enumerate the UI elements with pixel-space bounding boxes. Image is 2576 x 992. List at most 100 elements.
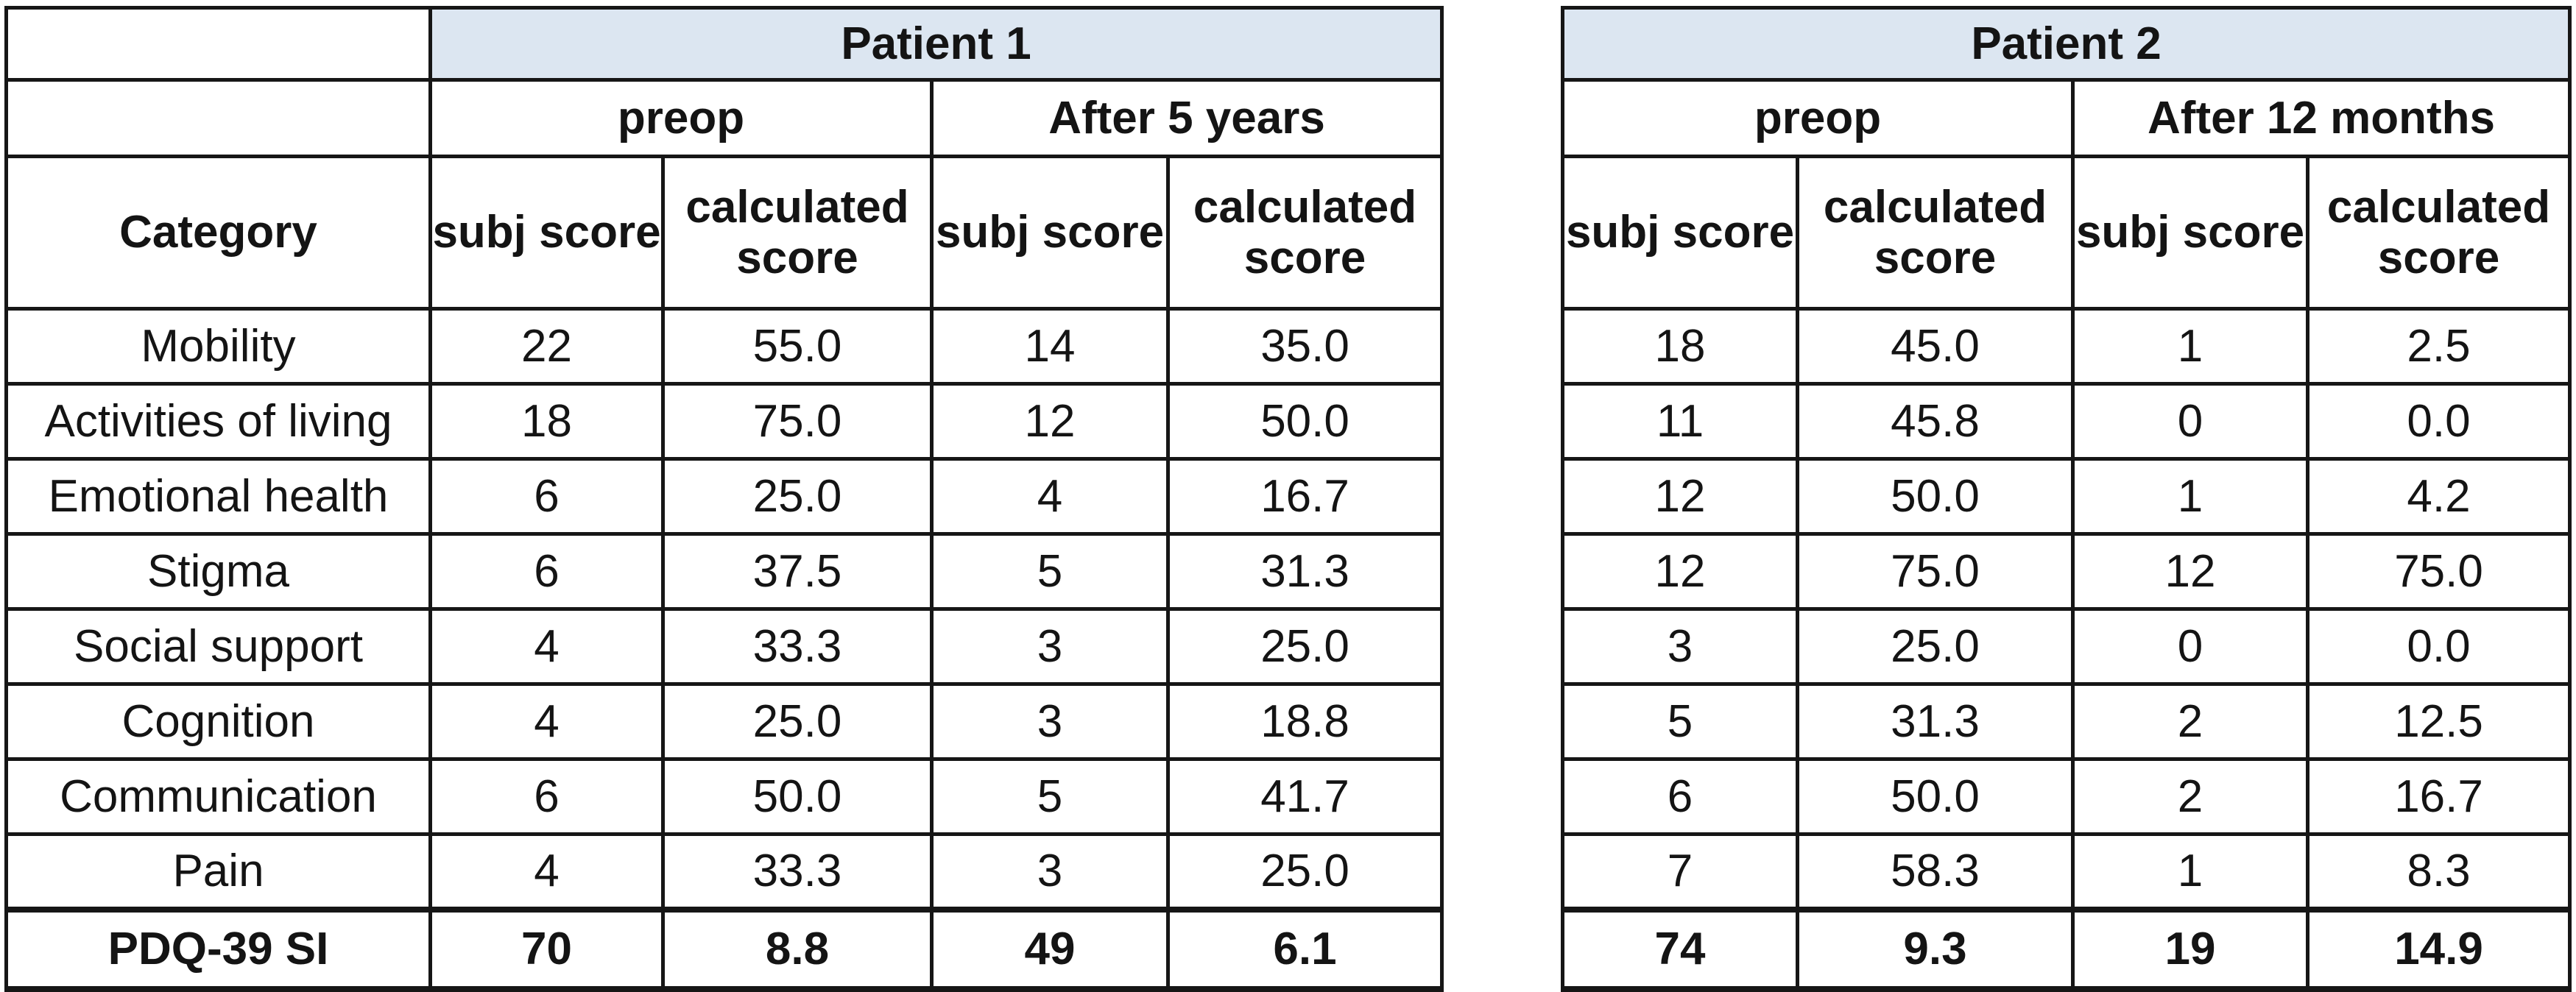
table-cell: 3 [930,607,1170,686]
table-cell: 4 [428,832,665,911]
table-row: 18 45.0 1 2.5 [1561,307,2572,386]
table-cell: 18.8 [1165,682,1444,761]
patient2-table: Patient 2 preop After 12 months subj sco… [1560,6,2572,992]
row-category: Social support [4,607,432,686]
table-cell: 45.8 [1796,382,2075,461]
table-cell: 75.0 [661,382,934,461]
table-row: 7 58.3 1 8.3 [1561,832,2572,911]
table-cell: 12 [930,382,1170,461]
total-cell: 49 [930,906,1170,992]
table-cell: 75.0 [2305,532,2572,611]
col-header-category: Category [4,155,432,311]
table-cell: 6 [428,757,665,836]
row-category: Stigma [4,532,432,611]
table-cell: 37.5 [661,532,934,611]
table-row: 11 45.8 0 0.0 [1561,382,2572,461]
table-row: 6 50.0 2 16.7 [1561,757,2572,836]
table-cell: 4 [428,607,665,686]
table-cell: 1 [2071,457,2309,536]
table-row: Mobility 22 55.0 14 35.0 [4,307,1444,386]
table-cell: 3 [1561,607,1799,686]
table-cell: 25.0 [1165,607,1444,686]
table-cell: 31.3 [1165,532,1444,611]
table-row: Emotional health 6 25.0 4 16.7 [4,457,1444,536]
table-cell: 8.3 [2305,832,2572,911]
total-cell: 74 [1561,906,1799,992]
col-header-subj-score: subj score [930,155,1170,311]
table-row: Pain 4 33.3 3 25.0 [4,832,1444,911]
col-header-calculated-score: calculated score [1796,155,2075,311]
table-cell: 55.0 [661,307,934,386]
table-cell: 12 [1561,457,1799,536]
table-row: 12 50.0 1 4.2 [1561,457,2572,536]
table-cell: 25.0 [1165,832,1444,911]
row-category: Emotional health [4,457,432,536]
col-header-calculated-score: calculated score [2305,155,2572,311]
row-category: Activities of living [4,382,432,461]
total-cell: 9.3 [1796,906,2075,992]
row-category: Pain [4,832,432,911]
table-cell: 0 [2071,607,2309,686]
total-cell: 19 [2071,906,2309,992]
patient1-table: Patient 1 preop After 5 years Category s… [4,6,1444,992]
row-category: Mobility [4,307,432,386]
table-cell: 0 [2071,382,2309,461]
table-row: Social support 4 33.3 3 25.0 [4,607,1444,686]
table-cell: 5 [1561,682,1799,761]
table-cell: 50.0 [1165,382,1444,461]
table-cell: 2 [2071,757,2309,836]
table-cell: 31.3 [1796,682,2075,761]
table-cell: 16.7 [2305,757,2572,836]
table-cell: 18 [1561,307,1799,386]
table-cell: 6 [1561,757,1799,836]
table-cell: 25.0 [661,457,934,536]
total-cell: 70 [428,906,665,992]
row-category: Communication [4,757,432,836]
table-cell: 2 [2071,682,2309,761]
total-cell: 14.9 [2305,906,2572,992]
table-cell: 11 [1561,382,1799,461]
table-cell: 33.3 [661,832,934,911]
patient1-period-followup: After 5 years [929,78,1444,158]
blank-spacer [4,78,432,158]
table-cell: 50.0 [1796,757,2075,836]
table-cell: 12 [2071,532,2309,611]
table-cell: 12.5 [2305,682,2572,761]
total-row: 74 9.3 19 14.9 [1561,906,2572,992]
col-header-subj-score: subj score [1561,155,1799,311]
table-cell: 2.5 [2305,307,2572,386]
table-cell: 5 [930,532,1170,611]
table-cell: 6 [428,532,665,611]
table-cell: 1 [2071,832,2309,911]
col-header-subj-score: subj score [2071,155,2309,311]
total-cell: 8.8 [661,906,934,992]
patient1-period-preop: preop [428,78,934,158]
table-cell: 0.0 [2305,607,2572,686]
table-cell: 22 [428,307,665,386]
table-cell: 25.0 [661,682,934,761]
col-header-calculated-score: calculated score [661,155,934,311]
table-cell: 75.0 [1796,532,2075,611]
table-cell: 25.0 [1796,607,2075,686]
table-cell: 33.3 [661,607,934,686]
table-cell: 50.0 [1796,457,2075,536]
total-cell: 6.1 [1165,906,1444,992]
table-row: Activities of living 18 75.0 12 50.0 [4,382,1444,461]
table-cell: 14 [930,307,1170,386]
patient2-period-followup: After 12 months [2070,78,2572,158]
table-row: Cognition 4 25.0 3 18.8 [4,682,1444,761]
table-cell: 3 [930,682,1170,761]
table-cell: 45.0 [1796,307,2075,386]
table-cell: 7 [1561,832,1799,911]
table-row: Stigma 6 37.5 5 31.3 [4,532,1444,611]
table-cell: 6 [428,457,665,536]
table-cell: 35.0 [1165,307,1444,386]
table-cell: 50.0 [661,757,934,836]
table-row: 5 31.3 2 12.5 [1561,682,2572,761]
table-cell: 58.3 [1796,832,2075,911]
table-cell: 5 [930,757,1170,836]
table-row: 12 75.0 12 75.0 [1561,532,2572,611]
table-cell: 4 [930,457,1170,536]
patient1-title: Patient 1 [428,6,1444,82]
